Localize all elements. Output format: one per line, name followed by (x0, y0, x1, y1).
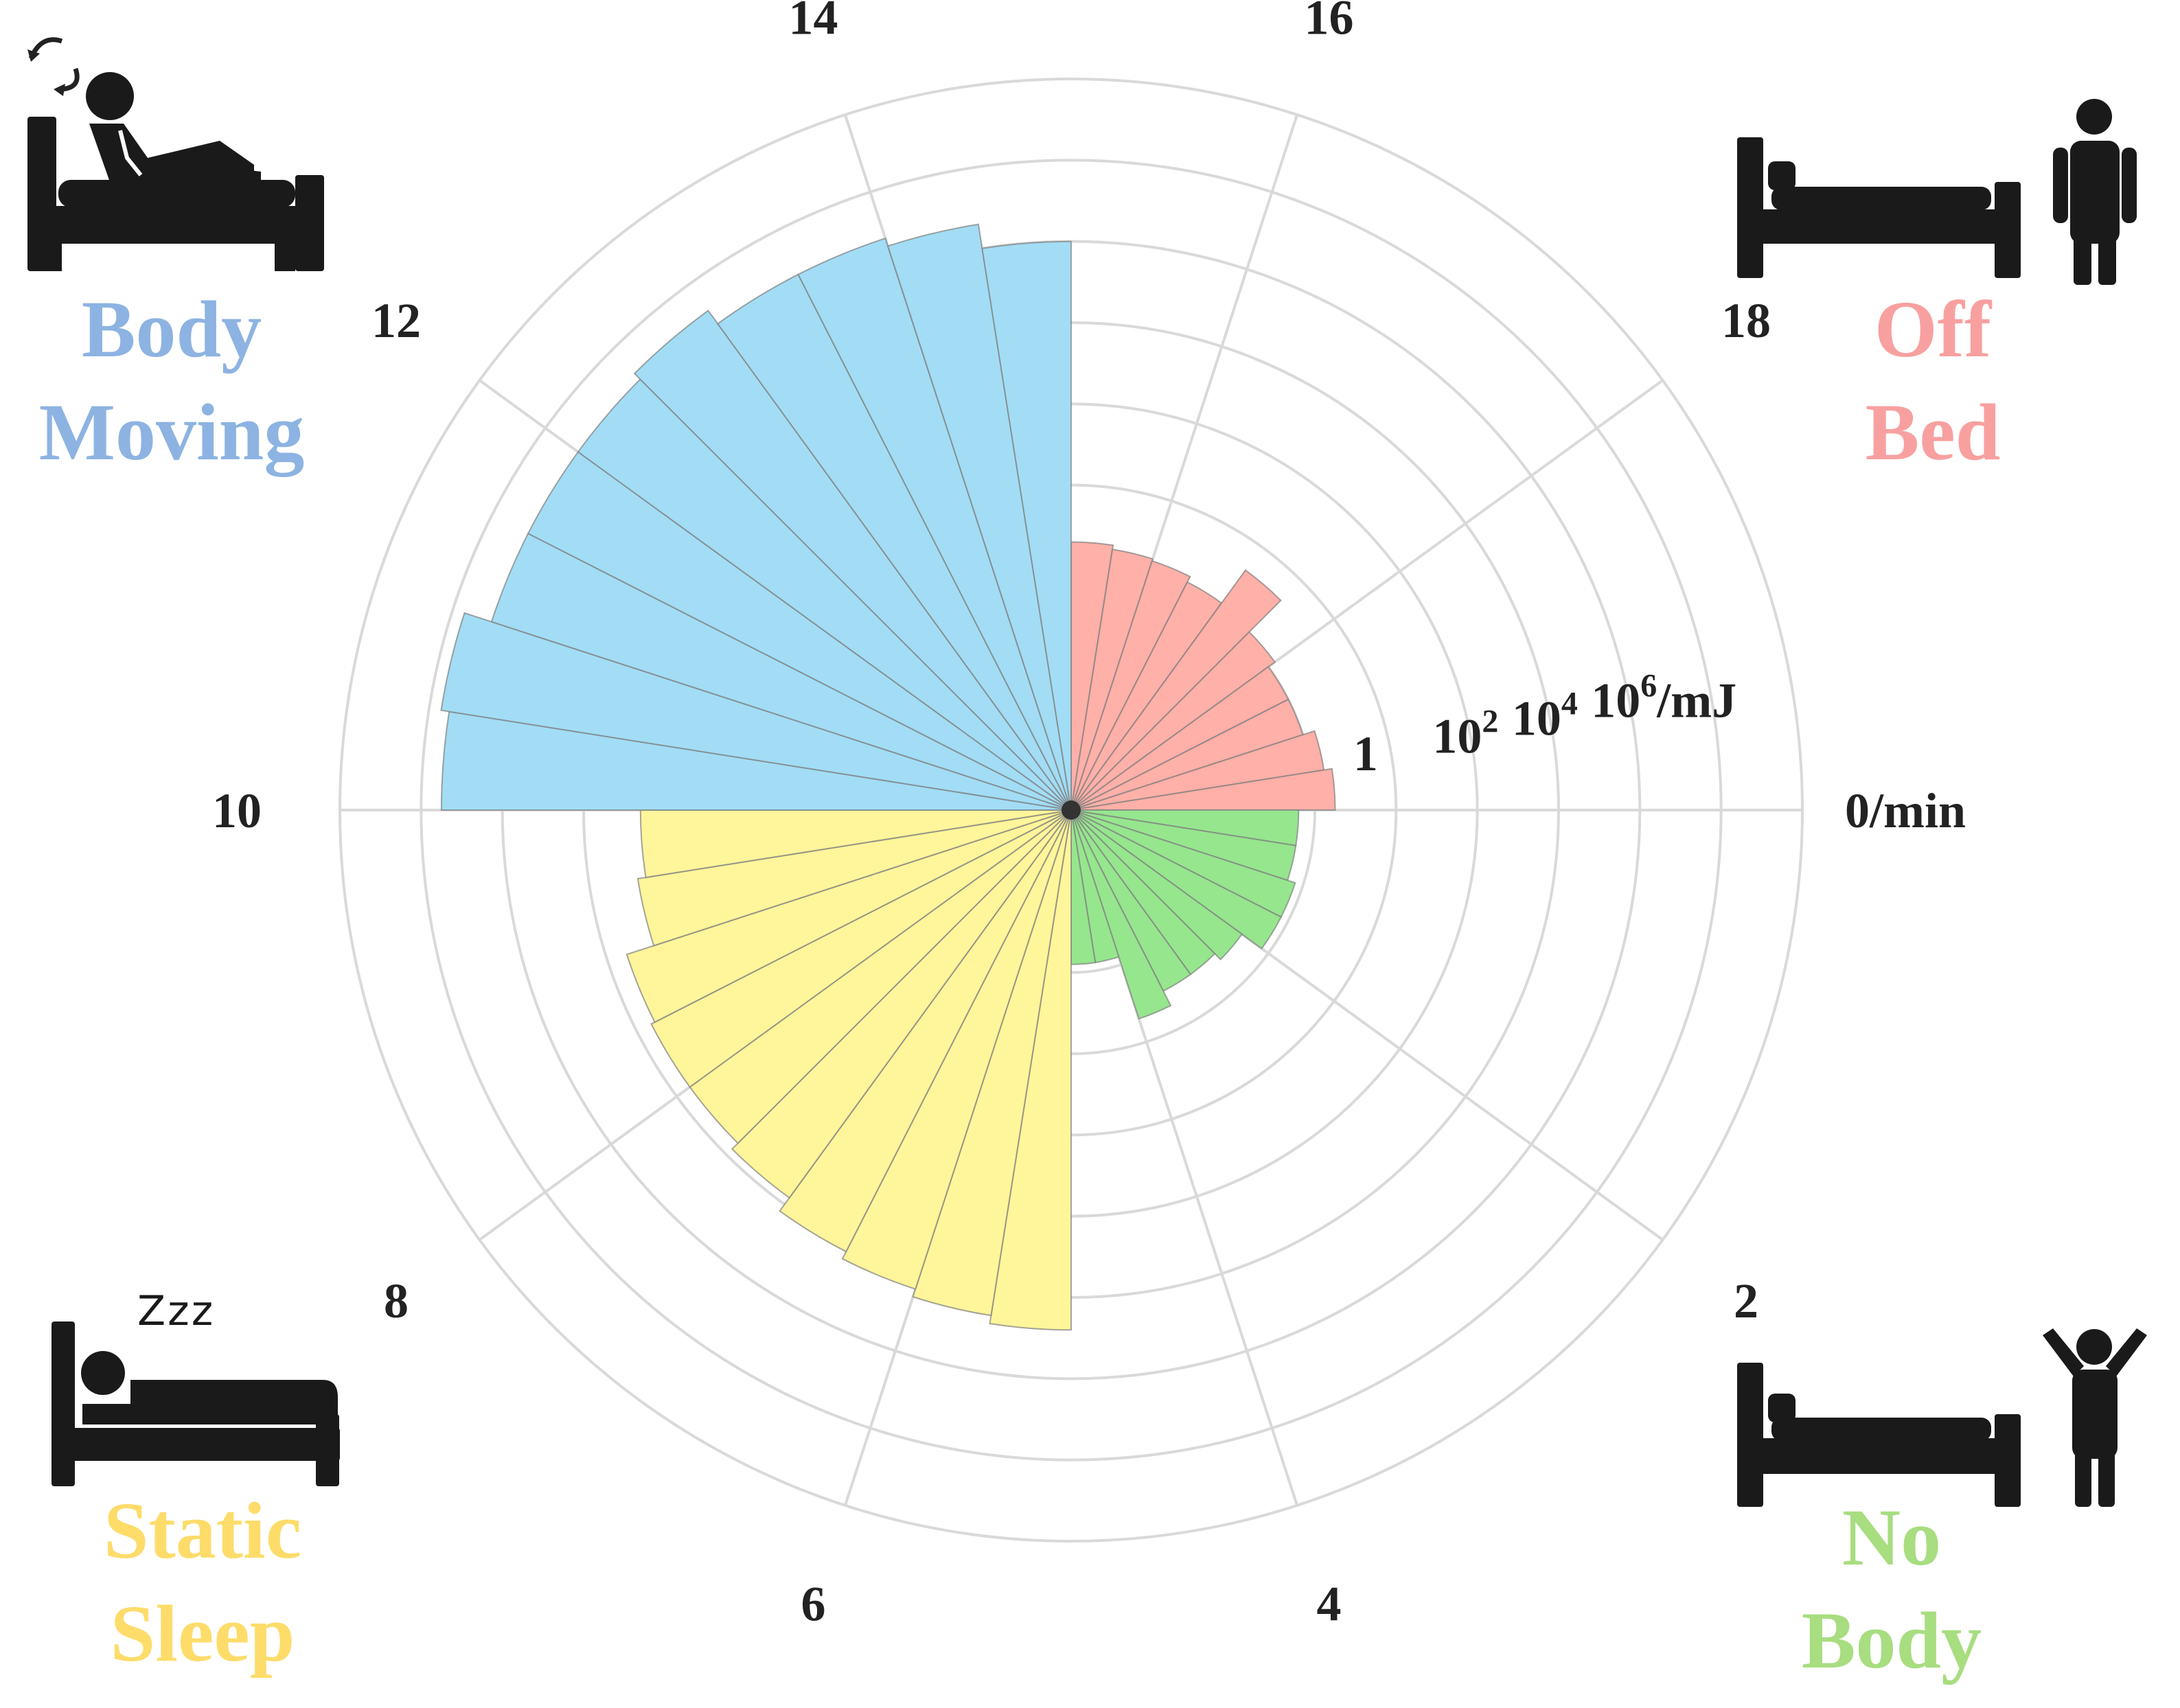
bar-static-sleep (912, 809, 1072, 1317)
label-static-sleep-line2: Sleep (110, 1589, 295, 1678)
empty-bed-person-standing-icon (1737, 99, 2137, 285)
angular-tick-label: 10 (212, 783, 262, 838)
angular-tick-label: 16 (1304, 0, 1353, 45)
label-body-moving: Body Moving (0, 278, 350, 484)
bar-off-bed (1070, 559, 1191, 811)
radial-tick-label: 102 (1432, 703, 1498, 763)
angular-tick-label: 8 (384, 1273, 409, 1328)
bar-body-moving (633, 310, 1072, 811)
sleep-z-glyph: Z z z (137, 1287, 211, 1335)
label-no-body-line2: Body (1801, 1595, 1982, 1685)
angular-tick-label: 0/min (1845, 783, 1966, 838)
label-body-moving-line1: Body (81, 284, 262, 374)
bar-static-sleep (779, 809, 1072, 1253)
empty-bed-person-arms-raised-icon (1737, 1328, 2147, 1507)
angular-tick-label: 6 (801, 1577, 826, 1632)
chart-center-dot (1062, 800, 1081, 820)
bar-off-bed (1070, 549, 1154, 811)
radial-tick-labels: 1 102 104 106/mJ (1353, 668, 1736, 781)
label-off-bed: Off Bed (1754, 278, 2111, 484)
angular-tick-label: 18 (1721, 293, 1771, 348)
bar-static-sleep (841, 809, 1072, 1291)
bar-static-sleep (650, 809, 1072, 1088)
bar-off-bed (1070, 768, 1336, 811)
label-static-sleep: Static Sleep (24, 1479, 381, 1685)
bar-body-moving (886, 223, 1072, 811)
label-off-bed-line1: Off (1874, 284, 1992, 374)
bar-static-sleep (636, 809, 1072, 947)
radial-tick-label: 104 (1512, 685, 1578, 746)
label-no-body: No Body (1713, 1486, 2070, 1692)
polar-bars (440, 223, 1336, 1331)
bar-no-body (1070, 809, 1243, 961)
bar-body-moving (797, 237, 1072, 811)
radial-tick-label: 1 (1353, 726, 1378, 781)
angular-tick-label: 2 (1734, 1273, 1758, 1328)
person-lying-in-bed-turning-icon (27, 37, 324, 271)
bar-no-body (1070, 809, 1172, 1020)
person-sleeping-in-bed-icon: Z z z (51, 1287, 340, 1486)
bar-static-sleep (626, 809, 1072, 1024)
bar-body-moving (981, 240, 1072, 811)
bar-static-sleep (731, 809, 1072, 1199)
angular-tick-label: 12 (371, 293, 421, 348)
label-off-bed-line2: Bed (1865, 387, 2001, 477)
radial-tick-label: 106/mJ (1591, 668, 1736, 728)
bar-no-body (1070, 809, 1283, 950)
bar-body-moving (440, 612, 1072, 811)
angular-tick-labels: 0/min 2 4 6 8 10 12 14 16 18 (212, 0, 1966, 1632)
label-static-sleep-line1: Static (103, 1486, 302, 1576)
angular-tick-label: 14 (789, 0, 838, 45)
label-body-moving-line2: Moving (38, 387, 305, 477)
angular-tick-label: 4 (1316, 1577, 1341, 1632)
label-no-body-line1: No (1841, 1492, 1942, 1582)
bar-off-bed (1070, 569, 1282, 811)
bar-off-bed (1070, 631, 1276, 811)
